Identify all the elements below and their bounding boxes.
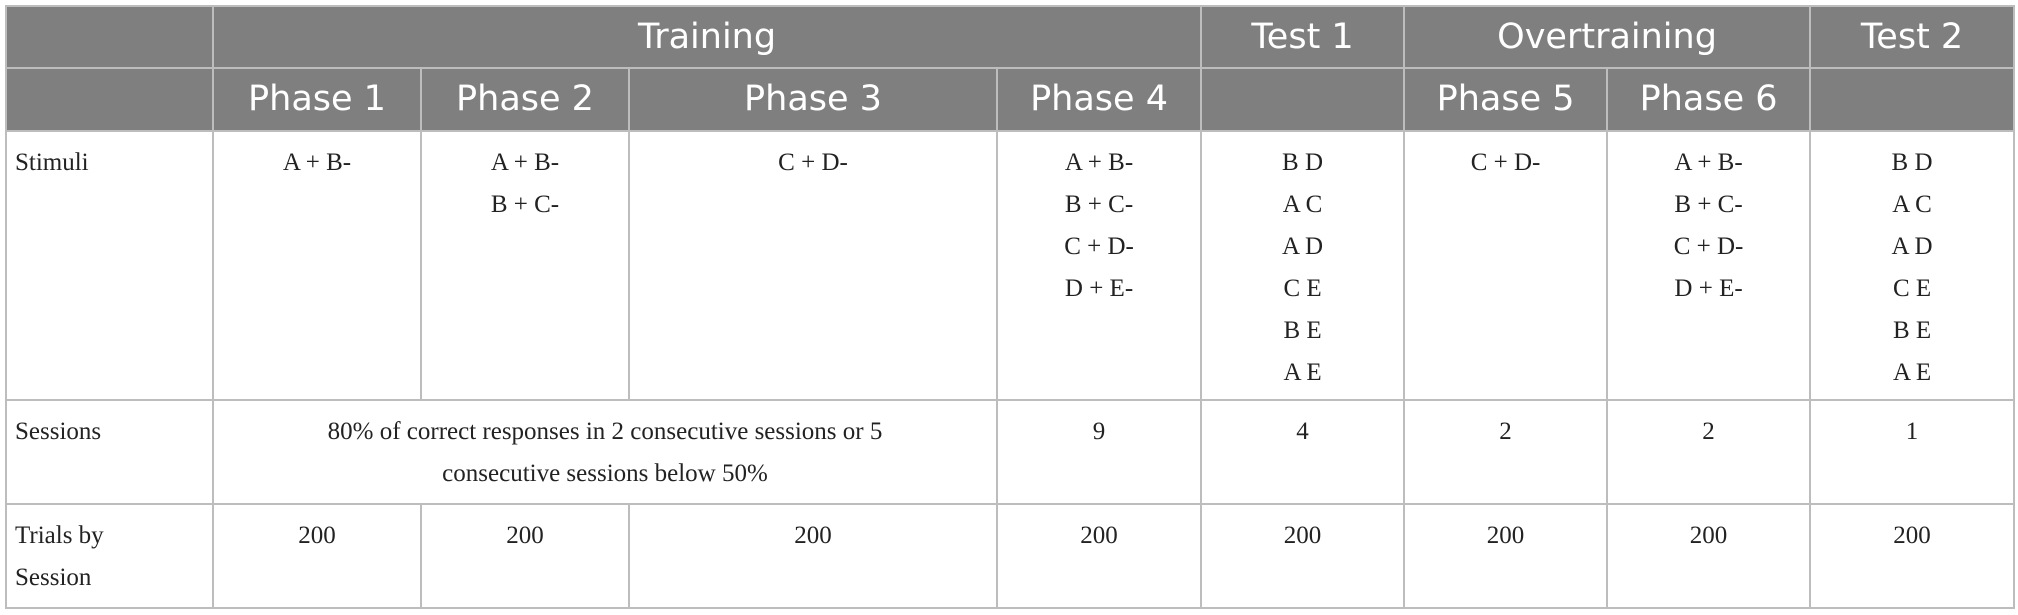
header-phase-5: Phase 5 <box>1403 67 1609 132</box>
test-pair: A C <box>1282 191 1323 218</box>
sessions-test-2: 1 <box>1809 399 2016 505</box>
header-test-2: Test 2 <box>1809 5 2016 69</box>
header-corner-cell <box>5 5 214 69</box>
header-test-1-blank <box>1200 67 1406 132</box>
test-pair: C E <box>1283 275 1322 302</box>
stimulus-pair: B + C- <box>1064 191 1134 218</box>
trials-test-2: 200 <box>1809 503 2016 609</box>
header-phase-1: Phase 1 <box>212 67 422 132</box>
stimulus-pair: B + C- <box>490 191 560 218</box>
header-overtraining: Overtraining <box>1403 5 1812 69</box>
header-row-phases: Phase 1 Phase 2 Phase 3 Phase 4 Phase 5 … <box>5 67 2016 132</box>
stimulus-pair: A + B- <box>1674 149 1743 176</box>
header-corner-cell-2 <box>5 67 214 132</box>
row-label-sessions: Sessions <box>5 399 214 505</box>
sessions-criterion: 80% of correct responses in 2 consecutiv… <box>212 399 998 505</box>
stimulus-pair: A + B- <box>1064 149 1134 176</box>
test-pair: A D <box>1891 233 1933 260</box>
stimuli-row: Stimuli A + B- A + B- B + C- C + D- A + … <box>5 130 2016 401</box>
table-header: Training Test 1 Overtraining Test 2 Phas… <box>5 5 2016 132</box>
trials-test-1: 200 <box>1200 503 1406 609</box>
header-phase-2: Phase 2 <box>420 67 630 132</box>
stimuli-phase-6: A + B- B + C- C + D- D + E- <box>1606 130 1812 401</box>
test-pair: B D <box>1891 149 1933 176</box>
row-label-trials: Trials by Session <box>5 503 214 609</box>
test-pair: A E <box>1283 359 1322 386</box>
header-phase-3: Phase 3 <box>628 67 998 132</box>
trials-phase-3: 200 <box>628 503 998 609</box>
criterion-text-line-1: 80% of correct responses in 2 consecutiv… <box>327 418 883 445</box>
stimuli-test-2: B D A C A D C E B E A E <box>1809 130 2016 401</box>
stimulus-pair: B + C- <box>1674 191 1743 218</box>
row-label-stimuli: Stimuli <box>5 130 214 401</box>
trials-phase-4: 200 <box>995 503 1203 609</box>
stimuli-phase-1: A + B- <box>212 130 422 401</box>
test-pair: B D <box>1282 149 1324 176</box>
stimulus-pair: D + E- <box>1674 275 1743 302</box>
trials-phase-2: 200 <box>420 503 630 609</box>
row-label-trials-line-1: Trials by <box>15 522 104 549</box>
stimulus-pair: A + B- <box>282 149 352 176</box>
stimulus-pair: A + B- <box>490 149 560 176</box>
header-training: Training <box>211 5 1203 69</box>
row-label-trials-line-2: Session <box>15 564 92 591</box>
trials-row: Trials by Session 200 200 200 200 200 20… <box>5 503 2016 609</box>
stimuli-phase-3: C + D- <box>628 130 998 401</box>
sessions-phase-4: 9 <box>995 399 1203 505</box>
trials-phase-1: 200 <box>212 503 422 609</box>
sessions-row: Sessions 80% of correct responses in 2 c… <box>5 399 2016 505</box>
test-pair: A E <box>1892 359 1932 386</box>
test-pair: B E <box>1892 317 1932 344</box>
test-pair: A D <box>1282 233 1324 260</box>
header-test-1: Test 1 <box>1200 5 1406 69</box>
header-test-2-blank <box>1809 67 2016 132</box>
trials-phase-6: 200 <box>1606 503 1812 609</box>
test-pair: C E <box>1892 275 1932 302</box>
stimuli-phase-4: A + B- B + C- C + D- D + E- <box>995 130 1203 401</box>
stimuli-test-1: B D A C A D C E B E A E <box>1200 130 1406 401</box>
header-row-groups: Training Test 1 Overtraining Test 2 <box>5 5 2016 69</box>
procedure-table: Training Test 1 Overtraining Test 2 Phas… <box>5 5 2016 609</box>
sessions-phase-6: 2 <box>1606 399 1812 505</box>
sessions-test-1: 4 <box>1200 399 1406 505</box>
trials-phase-5: 200 <box>1403 503 1609 609</box>
test-pair: B E <box>1283 317 1322 344</box>
criterion-text-line-2: consecutive sessions below 50% <box>442 460 768 487</box>
stimulus-pair: C + D- <box>778 149 848 176</box>
stimuli-phase-2: A + B- B + C- <box>420 130 630 401</box>
header-phase-6: Phase 6 <box>1606 67 1812 132</box>
header-phase-4: Phase 4 <box>995 67 1203 132</box>
test-pair: A C <box>1892 191 1932 218</box>
sessions-phase-5: 2 <box>1403 399 1609 505</box>
stimulus-pair: C + D- <box>1470 149 1541 176</box>
stimulus-pair: C + D- <box>1064 233 1134 260</box>
stimuli-phase-5: C + D- <box>1403 130 1609 401</box>
stimulus-pair: C + D- <box>1673 233 1744 260</box>
stimulus-pair: D + E- <box>1064 275 1134 302</box>
